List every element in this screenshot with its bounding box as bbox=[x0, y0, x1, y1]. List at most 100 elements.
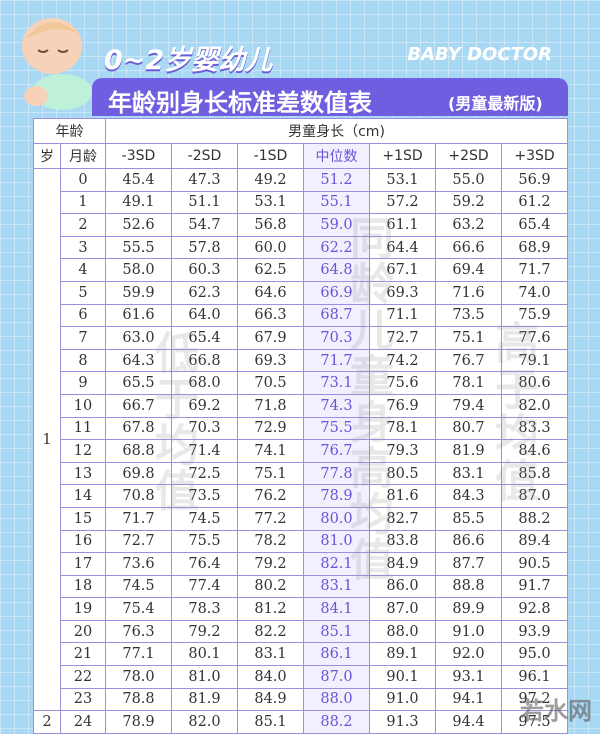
month-cell: 9 bbox=[60, 371, 106, 395]
value-cell: 91.3 bbox=[369, 710, 436, 734]
value-cell: 77.6 bbox=[500, 326, 569, 350]
value-cell: 83.8 bbox=[369, 529, 436, 554]
value-cell: 84.3 bbox=[435, 484, 502, 508]
value-cell: 86.6 bbox=[435, 529, 502, 554]
value-cell: 71.7 bbox=[303, 348, 370, 373]
value-cell: 87.0 bbox=[500, 484, 569, 508]
value-cell: 83.3 bbox=[500, 416, 569, 441]
site-watermark: 若水网 bbox=[520, 697, 592, 725]
month-cell: 24 bbox=[60, 710, 106, 734]
value-cell: 77.4 bbox=[171, 574, 238, 599]
column-row: 岁月龄 -3SD -2SD -1SD 中位数 +1SD +2SD +3SD bbox=[33, 143, 569, 169]
value-cell: 63.0 bbox=[105, 326, 172, 350]
value-cell: 92.8 bbox=[500, 597, 569, 621]
value-cell: 85.8 bbox=[500, 461, 569, 486]
value-cell: 68.8 bbox=[105, 439, 172, 463]
value-cell: 76.4 bbox=[171, 552, 238, 576]
data-row: 4 58.0 60.3 62.5 64.8 67.1 69.4 71.7 bbox=[34, 258, 569, 282]
month-cell: 15 bbox=[60, 506, 106, 531]
value-cell: 71.4 bbox=[171, 439, 238, 463]
value-cell: 69.4 bbox=[435, 258, 502, 282]
value-cell: 65.5 bbox=[105, 371, 172, 395]
value-cell: 57.8 bbox=[171, 235, 238, 260]
value-cell: 51.1 bbox=[171, 190, 238, 215]
value-cell: 72.5 bbox=[171, 461, 238, 486]
value-cell: 76.7 bbox=[435, 348, 502, 373]
column-header: -1SD bbox=[237, 143, 304, 169]
value-cell: 64.4 bbox=[369, 235, 436, 260]
value-cell: 88.8 bbox=[435, 574, 502, 599]
value-cell: 68.9 bbox=[500, 235, 569, 260]
value-cell: 59.2 bbox=[435, 190, 502, 215]
month-cell: 7 bbox=[60, 326, 106, 350]
age-heading: 年龄 bbox=[33, 118, 106, 144]
value-cell: 82.2 bbox=[237, 619, 304, 644]
value-cell: 91.0 bbox=[369, 687, 436, 712]
month-cell: 16 bbox=[60, 529, 106, 554]
value-cell: 61.2 bbox=[500, 190, 569, 215]
value-cell: 75.5 bbox=[171, 529, 238, 554]
value-cell: 93.9 bbox=[500, 619, 569, 644]
value-cell: 81.2 bbox=[237, 597, 304, 621]
month-cell: 18 bbox=[60, 574, 106, 599]
value-cell: 79.1 bbox=[500, 348, 569, 373]
value-cell: 87.0 bbox=[303, 665, 370, 689]
column-header: 中位数 bbox=[303, 143, 370, 169]
value-cell: 69.3 bbox=[237, 348, 304, 373]
value-cell: 53.1 bbox=[237, 190, 304, 215]
data-row: 8 64.3 66.8 69.3 71.7 74.2 76.7 79.1 bbox=[34, 348, 569, 373]
value-cell: 49.2 bbox=[237, 168, 304, 192]
value-cell: 64.8 bbox=[303, 258, 370, 282]
value-cell: 97.2 bbox=[500, 687, 569, 712]
value-cell: 80.2 bbox=[237, 574, 304, 599]
header-row: 年龄 男童身长（cm) bbox=[33, 118, 569, 144]
value-cell: 73.1 bbox=[303, 371, 370, 395]
month-cell: 23 bbox=[60, 687, 106, 712]
value-cell: 74.3 bbox=[303, 393, 370, 418]
brand: BABY DOCTOR bbox=[407, 44, 552, 65]
value-cell: 91.7 bbox=[500, 574, 569, 599]
value-cell: 83.1 bbox=[303, 574, 370, 599]
data-row: 22 78.0 81.0 84.0 87.0 90.1 93.1 96.1 bbox=[34, 665, 569, 689]
value-cell: 66.7 bbox=[105, 393, 172, 418]
value-cell: 89.9 bbox=[435, 597, 502, 621]
value-cell: 71.7 bbox=[500, 258, 569, 282]
value-cell: 77.1 bbox=[105, 642, 172, 667]
data-row: 2 52.6 54.7 56.8 59.0 61.1 63.2 65.4 bbox=[34, 213, 569, 237]
value-cell: 74.0 bbox=[500, 280, 569, 305]
value-cell: 59.0 bbox=[303, 213, 370, 237]
value-cell: 70.8 bbox=[105, 484, 172, 508]
data-row: 17 73.6 76.4 79.2 82.1 84.9 87.7 90.5 bbox=[34, 552, 569, 576]
value-cell: 66.9 bbox=[303, 280, 370, 305]
value-cell: 70.5 bbox=[237, 371, 304, 395]
data-row: 5 59.9 62.3 64.6 66.9 69.3 71.6 74.0 bbox=[34, 280, 569, 305]
value-cell: 94.4 bbox=[435, 710, 502, 734]
month-cell: 4 bbox=[60, 258, 106, 282]
value-cell: 66.8 bbox=[171, 348, 238, 373]
month-cell: 13 bbox=[60, 461, 106, 486]
value-cell: 49.1 bbox=[105, 190, 172, 215]
value-cell: 60.3 bbox=[171, 258, 238, 282]
title-line1: 0~2岁婴幼儿 bbox=[104, 45, 273, 76]
value-cell: 59.9 bbox=[105, 280, 172, 305]
value-cell: 62.5 bbox=[237, 258, 304, 282]
value-cell: 95.0 bbox=[500, 642, 569, 667]
value-cell: 73.5 bbox=[435, 303, 502, 328]
value-cell: 80.0 bbox=[303, 506, 370, 531]
value-cell: 73.5 bbox=[171, 484, 238, 508]
value-cell: 78.1 bbox=[369, 416, 436, 441]
value-cell: 66.6 bbox=[435, 235, 502, 260]
data-row: 1 49.1 51.1 53.1 55.1 57.2 59.2 61.2 bbox=[34, 190, 569, 215]
value-cell: 80.6 bbox=[500, 371, 569, 395]
value-cell: 79.4 bbox=[435, 393, 502, 418]
value-cell: 79.2 bbox=[237, 552, 304, 576]
value-cell: 79.2 bbox=[171, 619, 238, 644]
value-cell: 77.2 bbox=[237, 506, 304, 531]
value-cell: 77.8 bbox=[303, 461, 370, 486]
age-cell: 1 bbox=[33, 167, 61, 712]
value-cell: 87.7 bbox=[435, 552, 502, 576]
value-cell: 71.8 bbox=[237, 393, 304, 418]
value-cell: 82.1 bbox=[303, 552, 370, 576]
value-cell: 75.1 bbox=[435, 326, 502, 350]
age-cell: 2 bbox=[33, 710, 61, 734]
